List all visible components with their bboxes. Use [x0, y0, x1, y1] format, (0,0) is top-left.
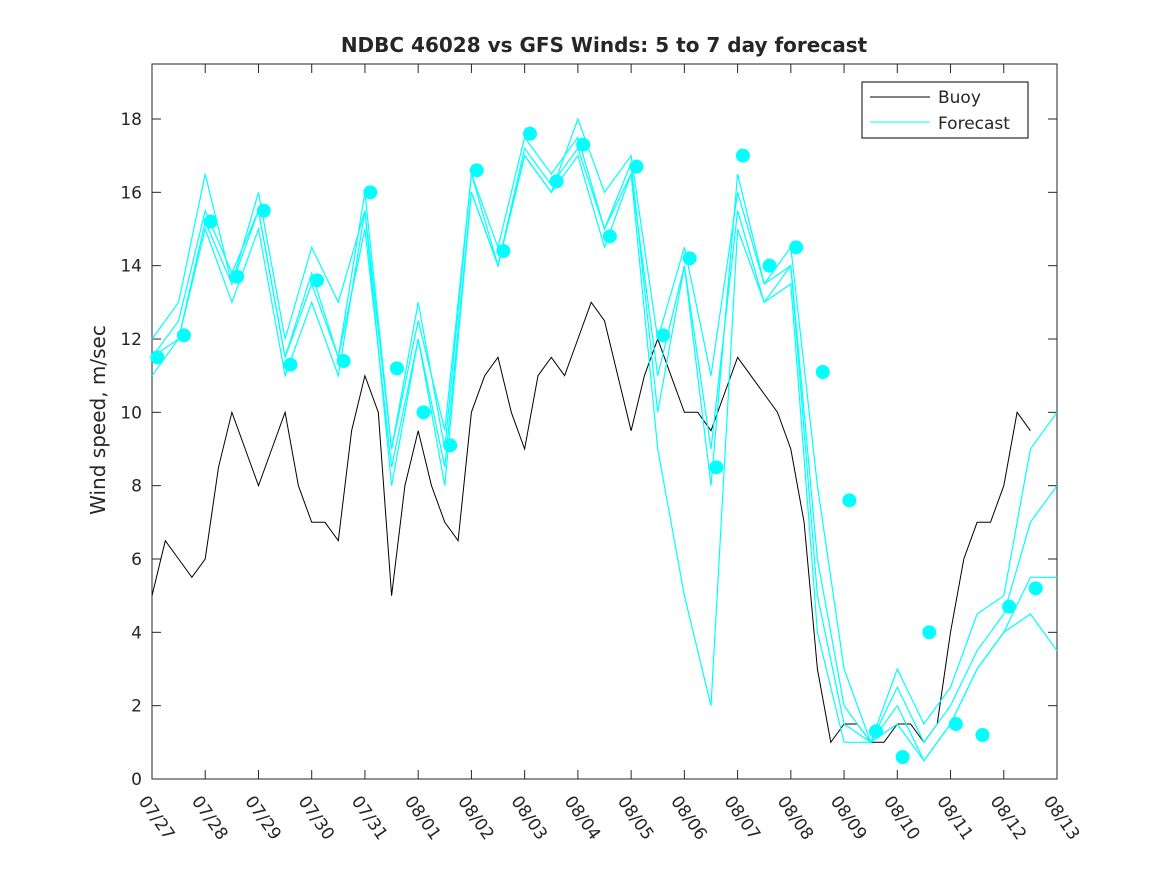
y-tick-label: 14: [120, 257, 142, 277]
forecast-marker: [336, 354, 351, 368]
forecast-marker: [1002, 599, 1017, 614]
forecast-marker: [150, 350, 165, 365]
forecast-marker: [789, 240, 804, 255]
forecast-marker: [869, 724, 883, 739]
forecast-marker: [522, 126, 537, 141]
y-tick-label: 18: [120, 110, 142, 130]
chart-title: NDBC 46028 vs GFS Winds: 5 to 7 day fore…: [341, 33, 868, 57]
forecast-marker: [682, 251, 697, 266]
forecast-marker: [389, 361, 404, 376]
forecast-marker: [469, 163, 484, 178]
forecast-marker: [310, 273, 325, 288]
forecast-marker: [1028, 581, 1043, 596]
forecast-marker: [948, 717, 963, 731]
forecast-marker: [709, 460, 724, 475]
forecast-marker: [895, 750, 910, 764]
forecast-series-line: [151, 135, 1057, 762]
y-tick-label: 10: [120, 403, 142, 423]
buoy-series-line: [151, 301, 1031, 744]
legend: Buoy Forecast: [861, 81, 1029, 139]
y-axis-label: Wind speed, m/sec: [86, 325, 110, 515]
y-tick-label: 12: [120, 330, 142, 350]
forecast-marker: [256, 203, 271, 218]
forecast-marker: [176, 328, 191, 343]
forecast-marker: [549, 174, 564, 189]
forecast-marker: [230, 269, 245, 284]
legend-label-buoy: Buoy: [938, 88, 981, 108]
legend-box: [861, 81, 1029, 139]
forecast-marker: [416, 405, 431, 420]
y-tick-label: 2: [131, 697, 142, 717]
y-tick-label: 0: [131, 770, 142, 790]
forecast-marker: [203, 214, 218, 229]
forecast-marker: [443, 438, 458, 453]
forecast-marker: [363, 185, 378, 200]
forecast-marker: [629, 159, 644, 174]
forecast-marker: [735, 148, 750, 163]
forecast-marker: [576, 137, 591, 152]
legend-label-forecast: Forecast: [938, 114, 1010, 134]
forecast-marker: [496, 244, 511, 258]
axes-box: [151, 63, 1058, 780]
forecast-marker: [762, 258, 777, 273]
y-tick-label: 4: [131, 623, 142, 643]
forecast-marker: [922, 625, 937, 640]
forecast-series-line: [151, 154, 1058, 762]
y-tick-label: 16: [120, 183, 142, 203]
forecast-marker: [842, 493, 857, 508]
forecast-series-line: [151, 117, 1058, 745]
forecast-marker: [283, 357, 298, 372]
forecast-marker: [975, 728, 990, 742]
y-tick-label: 8: [131, 477, 142, 497]
forecast-marker: [815, 365, 830, 379]
y-tick-label: 6: [131, 550, 142, 570]
forecast-marker: [602, 229, 617, 244]
forecast-marker: [656, 328, 671, 343]
